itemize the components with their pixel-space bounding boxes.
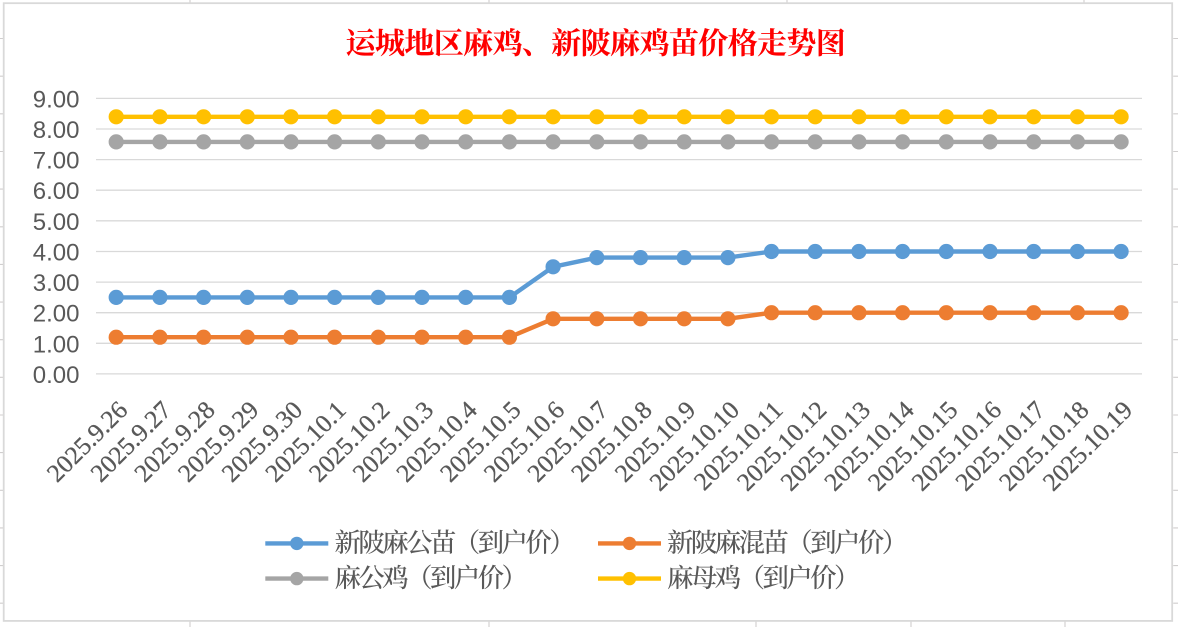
svg-text:7.00: 7.00 <box>33 148 80 175</box>
svg-text:0.00: 0.00 <box>33 362 80 389</box>
svg-text:3.00: 3.00 <box>33 270 80 297</box>
svg-text:8.00: 8.00 <box>33 117 80 144</box>
svg-text:5.00: 5.00 <box>33 209 80 236</box>
svg-text:2.00: 2.00 <box>33 301 80 328</box>
svg-text:4.00: 4.00 <box>33 240 80 267</box>
svg-text:9.00: 9.00 <box>33 86 80 113</box>
svg-text:6.00: 6.00 <box>33 178 80 205</box>
svg-text:1.00: 1.00 <box>33 331 80 358</box>
